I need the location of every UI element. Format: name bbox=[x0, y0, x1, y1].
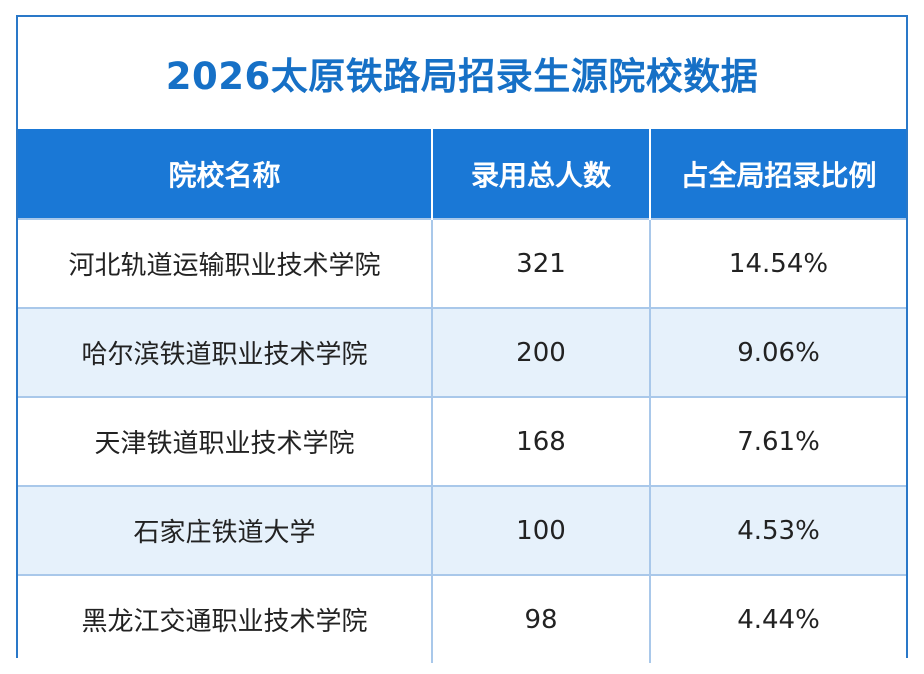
cell-ratio: 4.44% bbox=[650, 574, 906, 663]
cell-ratio: 9.06% bbox=[650, 307, 906, 397]
table-row: 河北轨道运输职业技术学院 321 14.54% bbox=[18, 218, 906, 308]
table-row: 哈尔滨铁道职业技术学院 200 9.06% bbox=[18, 307, 906, 397]
data-table-card: 2026太原铁路局招录生源院校数据 院校名称 录用总人数 占全局招录比例 河北轨… bbox=[16, 15, 908, 663]
cell-school: 河北轨道运输职业技术学院 bbox=[18, 218, 433, 308]
table-row: 黑龙江交通职业技术学院 98 4.44% bbox=[18, 574, 906, 663]
cell-ratio: 7.61% bbox=[650, 396, 906, 486]
cell-school: 哈尔滨铁道职业技术学院 bbox=[18, 307, 433, 397]
cell-count: 200 bbox=[432, 307, 651, 397]
cell-school: 黑龙江交通职业技术学院 bbox=[18, 574, 433, 663]
cell-count: 98 bbox=[432, 574, 651, 663]
cell-count: 321 bbox=[432, 218, 651, 308]
cell-ratio: 14.54% bbox=[650, 218, 906, 308]
cell-count: 100 bbox=[432, 485, 651, 575]
cell-count: 168 bbox=[432, 396, 651, 486]
column-header-ratio: 占全局招录比例 bbox=[650, 129, 906, 219]
table-row: 石家庄铁道大学 100 4.53% bbox=[18, 485, 906, 575]
column-header-school: 院校名称 bbox=[18, 129, 433, 219]
cell-ratio: 4.53% bbox=[650, 485, 906, 575]
table-row: 天津铁道职业技术学院 168 7.61% bbox=[18, 396, 906, 486]
recruitment-table: 院校名称 录用总人数 占全局招录比例 河北轨道运输职业技术学院 321 14.5… bbox=[18, 129, 906, 663]
header-row: 院校名称 录用总人数 占全局招录比例 bbox=[18, 129, 906, 219]
cell-school: 天津铁道职业技术学院 bbox=[18, 396, 433, 486]
cell-school: 石家庄铁道大学 bbox=[18, 485, 433, 575]
column-header-count: 录用总人数 bbox=[432, 129, 651, 219]
table-title: 2026太原铁路局招录生源院校数据 bbox=[165, 55, 759, 98]
